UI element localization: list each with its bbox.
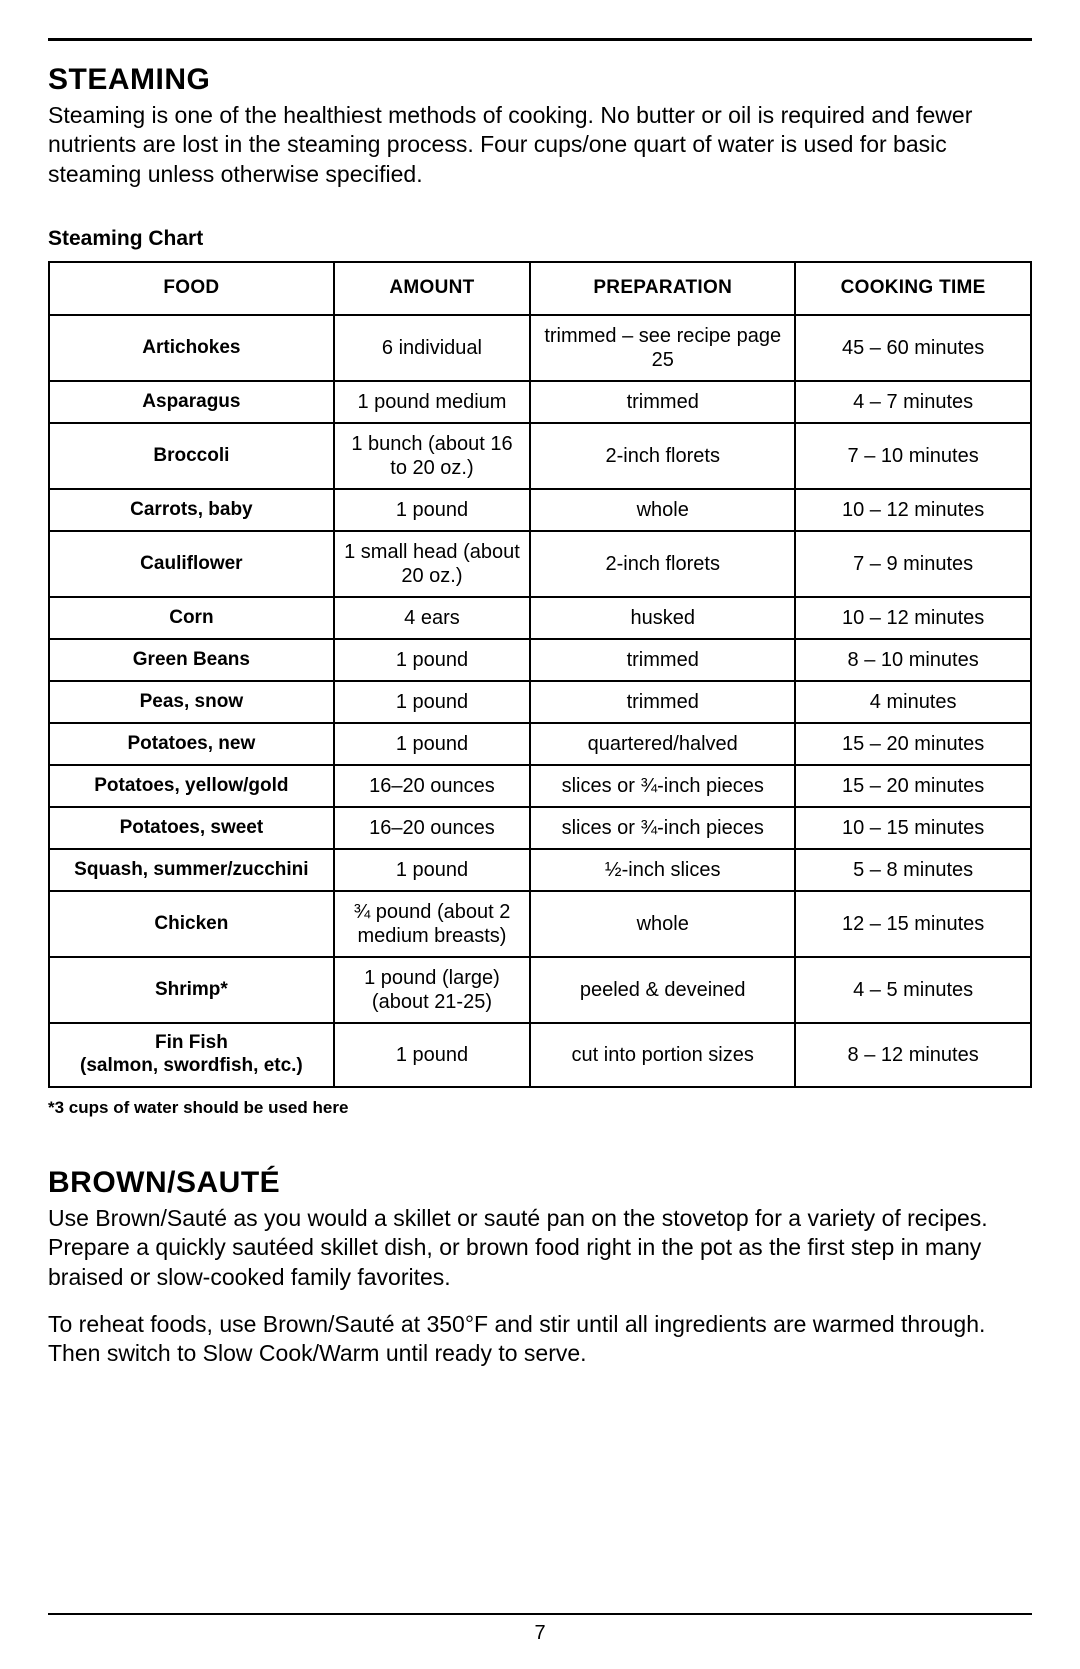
col-food: FOOD xyxy=(49,262,334,315)
table-row: Green Beans1 poundtrimmed8 – 10 minutes xyxy=(49,639,1031,681)
table-row: Squash, summer/zucchini1 pound½-inch sli… xyxy=(49,849,1031,891)
col-time: COOKING TIME xyxy=(795,262,1031,315)
time-cell: 4 – 5 minutes xyxy=(795,957,1031,1023)
amount-cell: 1 pound xyxy=(334,639,530,681)
steaming-table-body: Artichokes6 individualtrimmed – see reci… xyxy=(49,315,1031,1087)
table-row: Carrots, baby1 poundwhole10 – 12 minutes xyxy=(49,489,1031,531)
time-cell: 12 – 15 minutes xyxy=(795,891,1031,957)
prep-cell: ½-inch slices xyxy=(530,849,795,891)
amount-cell: 1 pound xyxy=(334,723,530,765)
page-number: 7 xyxy=(0,1622,1080,1645)
table-row: Artichokes6 individualtrimmed – see reci… xyxy=(49,315,1031,381)
food-cell: Asparagus xyxy=(49,381,334,423)
food-cell: Potatoes, yellow/gold xyxy=(49,765,334,807)
food-cell: Potatoes, sweet xyxy=(49,807,334,849)
brown-saute-para2: To reheat foods, use Brown/Sauté at 350°… xyxy=(48,1310,1032,1369)
food-cell: Squash, summer/zucchini xyxy=(49,849,334,891)
prep-cell: slices or ¾-inch pieces xyxy=(530,807,795,849)
steaming-chart-label: Steaming Chart xyxy=(48,227,1032,251)
prep-cell: quartered/halved xyxy=(530,723,795,765)
steaming-table: FOOD AMOUNT PREPARATION COOKING TIME Art… xyxy=(48,261,1032,1087)
section-gap xyxy=(48,1118,1032,1166)
time-cell: 7 – 10 minutes xyxy=(795,423,1031,489)
prep-cell: trimmed – see recipe page 25 xyxy=(530,315,795,381)
time-cell: 15 – 20 minutes xyxy=(795,765,1031,807)
prep-cell: husked xyxy=(530,597,795,639)
brown-saute-title: BROWN/SAUTÉ xyxy=(48,1166,1032,1200)
food-cell: Carrots, baby xyxy=(49,489,334,531)
food-cell: Fin Fish(salmon, swordfish, etc.) xyxy=(49,1023,334,1087)
time-cell: 7 – 9 minutes xyxy=(795,531,1031,597)
amount-cell: 1 pound xyxy=(334,849,530,891)
prep-cell: whole xyxy=(530,891,795,957)
prep-cell: trimmed xyxy=(530,639,795,681)
amount-cell: 4 ears xyxy=(334,597,530,639)
food-cell: Potatoes, new xyxy=(49,723,334,765)
time-cell: 10 – 12 minutes xyxy=(795,489,1031,531)
prep-cell: trimmed xyxy=(530,381,795,423)
food-cell: Peas, snow xyxy=(49,681,334,723)
food-cell: Broccoli xyxy=(49,423,334,489)
time-cell: 10 – 12 minutes xyxy=(795,597,1031,639)
table-row: Shrimp*1 pound (large) (about 21-25)peel… xyxy=(49,957,1031,1023)
steaming-title: STEAMING xyxy=(48,63,1032,97)
table-row: Potatoes, new1 poundquartered/halved15 –… xyxy=(49,723,1031,765)
food-cell: Cauliflower xyxy=(49,531,334,597)
prep-cell: whole xyxy=(530,489,795,531)
steaming-intro: Steaming is one of the healthiest method… xyxy=(48,101,1032,189)
col-prep: PREPARATION xyxy=(530,262,795,315)
table-row: Asparagus1 pound mediumtrimmed4 – 7 minu… xyxy=(49,381,1031,423)
amount-cell: 1 pound medium xyxy=(334,381,530,423)
amount-cell: 1 small head (about 20 oz.) xyxy=(334,531,530,597)
food-cell: Corn xyxy=(49,597,334,639)
amount-cell: 1 pound (large) (about 21-25) xyxy=(334,957,530,1023)
bottom-rule xyxy=(48,1613,1032,1615)
time-cell: 10 – 15 minutes xyxy=(795,807,1031,849)
prep-cell: trimmed xyxy=(530,681,795,723)
time-cell: 8 – 10 minutes xyxy=(795,639,1031,681)
table-row: Cauliflower1 small head (about 20 oz.)2-… xyxy=(49,531,1031,597)
table-row: Fin Fish(salmon, swordfish, etc.)1 pound… xyxy=(49,1023,1031,1087)
top-rule xyxy=(48,38,1032,41)
amount-cell: 16–20 ounces xyxy=(334,765,530,807)
prep-cell: 2-inch florets xyxy=(530,531,795,597)
amount-cell: ¾ pound (about 2 medium breasts) xyxy=(334,891,530,957)
food-cell: Artichokes xyxy=(49,315,334,381)
table-row: Broccoli1 bunch (about 16 to 20 oz.)2-in… xyxy=(49,423,1031,489)
time-cell: 8 – 12 minutes xyxy=(795,1023,1031,1087)
page: STEAMING Steaming is one of the healthie… xyxy=(0,0,1080,1669)
table-row: Corn4 earshusked10 – 12 minutes xyxy=(49,597,1031,639)
table-row: Potatoes, sweet16–20 ouncesslices or ¾-i… xyxy=(49,807,1031,849)
prep-cell: peeled & deveined xyxy=(530,957,795,1023)
brown-saute-para1: Use Brown/Sauté as you would a skillet o… xyxy=(48,1204,1032,1292)
table-row: Potatoes, yellow/gold16–20 ouncesslices … xyxy=(49,765,1031,807)
table-header-row: FOOD AMOUNT PREPARATION COOKING TIME xyxy=(49,262,1031,315)
col-amount: AMOUNT xyxy=(334,262,530,315)
amount-cell: 16–20 ounces xyxy=(334,807,530,849)
prep-cell: 2-inch florets xyxy=(530,423,795,489)
time-cell: 5 – 8 minutes xyxy=(795,849,1031,891)
prep-cell: cut into portion sizes xyxy=(530,1023,795,1087)
table-row: Chicken¾ pound (about 2 medium breasts)w… xyxy=(49,891,1031,957)
amount-cell: 1 pound xyxy=(334,1023,530,1087)
prep-cell: slices or ¾-inch pieces xyxy=(530,765,795,807)
food-cell: Green Beans xyxy=(49,639,334,681)
time-cell: 45 – 60 minutes xyxy=(795,315,1031,381)
amount-cell: 6 individual xyxy=(334,315,530,381)
time-cell: 4 minutes xyxy=(795,681,1031,723)
steaming-footnote: *3 cups of water should be used here xyxy=(48,1098,1032,1118)
food-cell: Shrimp* xyxy=(49,957,334,1023)
amount-cell: 1 bunch (about 16 to 20 oz.) xyxy=(334,423,530,489)
amount-cell: 1 pound xyxy=(334,489,530,531)
time-cell: 15 – 20 minutes xyxy=(795,723,1031,765)
table-row: Peas, snow1 poundtrimmed4 minutes xyxy=(49,681,1031,723)
amount-cell: 1 pound xyxy=(334,681,530,723)
food-cell: Chicken xyxy=(49,891,334,957)
time-cell: 4 – 7 minutes xyxy=(795,381,1031,423)
